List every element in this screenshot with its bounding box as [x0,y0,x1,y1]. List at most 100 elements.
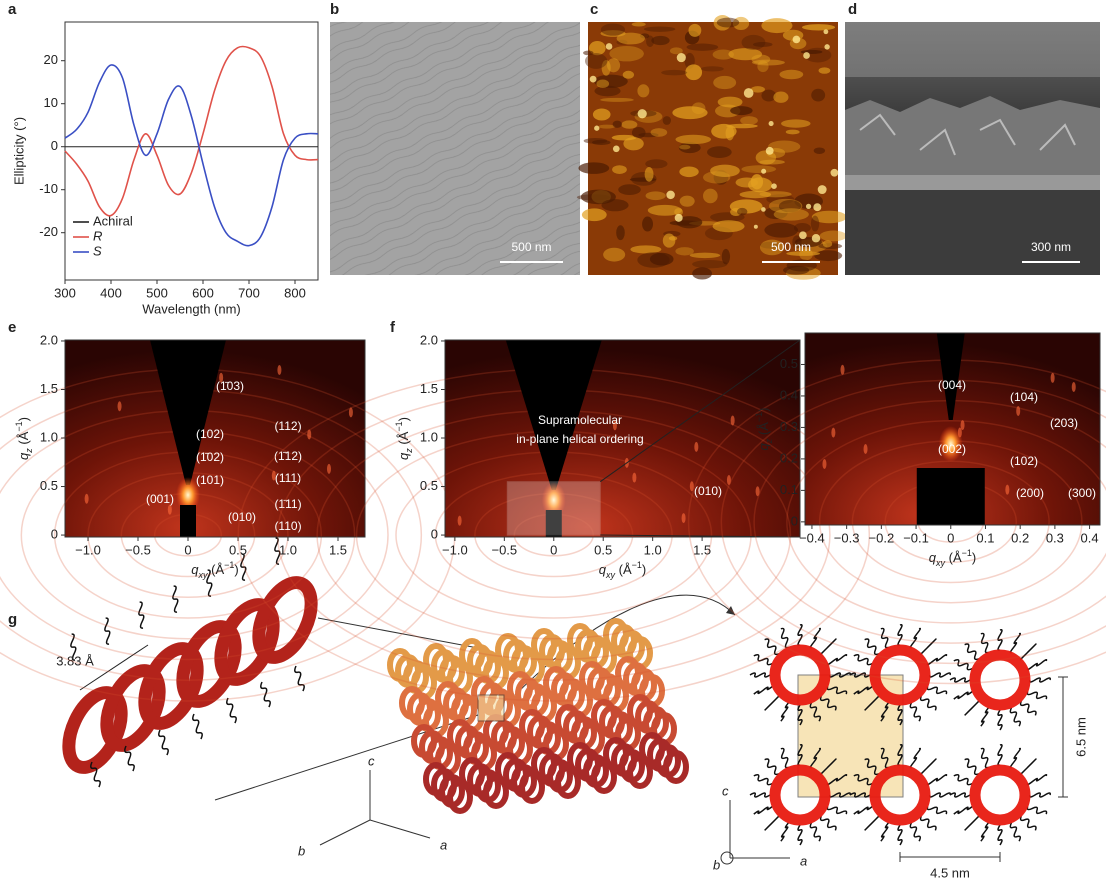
afm-grain [728,48,763,61]
beam-stop [916,468,985,525]
afm-grain [581,208,607,222]
side-chain [1026,658,1048,671]
afm-grain [759,239,785,256]
afm-grain [818,67,831,74]
afm-grain [757,60,769,73]
side-chain [819,758,837,776]
side-chain [926,686,948,695]
afm-grain [781,119,811,128]
afm-peak [771,183,777,189]
y-tick-label: 0 [791,513,798,528]
helix-turn [176,620,242,708]
afm-grain [678,142,701,154]
side-chain [919,638,937,656]
side-chain [70,633,77,661]
side-chain [809,702,822,722]
peak-label: (1̄03) [216,379,244,393]
beam-glow [541,482,566,518]
x-tick-label: 1.0 [644,542,662,557]
panel-letter: b [330,1,339,18]
afm-grain [810,215,820,232]
coil [627,755,653,789]
panel-letter: d [848,1,857,18]
afm-grain [578,162,610,174]
afm-grain [598,124,616,129]
side-chain [909,747,922,769]
side-chain [980,707,990,727]
side-chain [853,685,873,695]
afm-grain [814,250,843,262]
diffraction-spot [726,475,731,486]
peak-label: (104) [1010,390,1038,404]
side-chain [1009,632,1022,654]
side-chain [897,744,903,766]
pitch-bar [79,644,149,691]
peak-label: (004) [938,378,966,392]
diffraction-spot [612,420,617,431]
peak-label: (200) [1016,486,1044,500]
peak-label: (001) [146,492,174,506]
side-chain [819,695,837,711]
side-chain [997,629,1003,651]
afm-grain [686,43,719,51]
x-tick-label: 1.5 [693,542,711,557]
afm-peak [674,213,683,222]
afm-grain [642,216,653,232]
side-chain [1019,758,1037,776]
afm-grain [580,189,616,205]
afm-grain [645,159,668,169]
x-axis-label: qxy (Å−1) [599,560,646,580]
y-tick-label: 20 [44,52,58,67]
afm-grain [760,241,780,249]
afm-grain [702,171,731,184]
side-chain [826,806,848,815]
x-tick-label: −1.0 [442,542,468,557]
axis-label-part: −1 [224,560,234,570]
side-chain [797,624,803,646]
helix-turn [62,686,128,774]
diffraction-spot [694,441,699,452]
x-tick-label: −0.1 [903,530,929,545]
axis-label-part: −1 [632,560,642,570]
coil [519,770,545,804]
x-tick-label: −0.3 [834,530,860,545]
afm-grain [583,50,594,56]
afm-peak [799,231,807,240]
afm-peak [637,109,647,119]
axis-label-part: q [396,452,411,460]
side-chain [1009,747,1022,769]
side-chain [853,773,873,786]
side-chain [749,792,771,798]
afm-grain [752,42,773,47]
side-chain [206,569,213,597]
afm-grain [721,248,731,265]
side-chain [964,700,980,716]
afm-grain [764,222,799,238]
peak-label: (101) [196,473,224,487]
afm-grain [811,88,826,102]
afm-grain [672,106,708,120]
diffraction-spot [348,407,353,418]
x-tick-label: 0.5 [594,542,612,557]
afm-grain [778,200,802,213]
afm-grain [649,252,674,266]
scale-bar-label: 300 nm [1031,240,1071,254]
panel-letters: a b c d e f g [8,1,857,628]
side-chain [964,643,980,661]
y-axis-label: Ellipticity (°) [11,117,26,185]
afm-grain [618,184,641,196]
side-chain [90,761,101,788]
side-chain [780,627,789,649]
series-line [64,45,319,217]
afm-grain [712,49,735,60]
diffraction-spot [84,493,89,504]
diffraction-spot [307,429,312,440]
side-chain [897,704,903,726]
afm-grain [643,26,676,32]
side-chain [1019,700,1037,716]
panel-letter: g [8,611,17,628]
afm-grain [750,86,765,93]
y-tick-label: 0.5 [40,478,58,493]
diffraction-spot [117,401,122,412]
